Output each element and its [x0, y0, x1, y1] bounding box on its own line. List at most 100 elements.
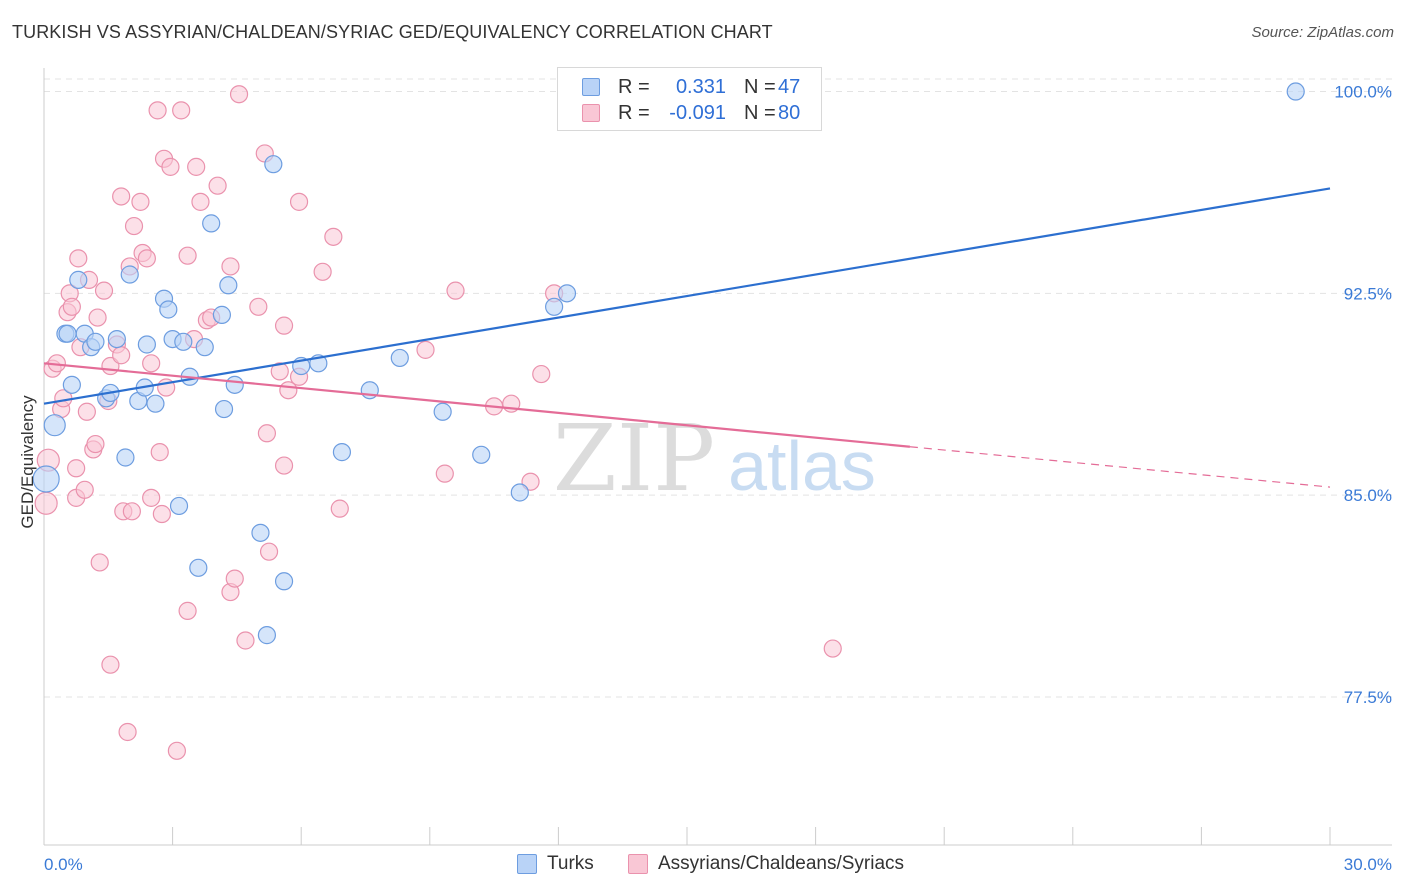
assyrian-point — [330, 499, 349, 518]
legend-r-label: R = — [618, 101, 650, 124]
assyrian-point — [289, 192, 309, 211]
assyrian-point — [313, 262, 332, 281]
assyrian-point — [124, 216, 144, 236]
turks-point — [1286, 82, 1305, 101]
source-label: Source: ZipAtlas.com — [1251, 24, 1394, 41]
legend-label-assyrians: Assyrians/Chaldeans/Syriacs — [658, 853, 905, 874]
turks-point — [257, 626, 277, 645]
legend-row-assyrians: R = -0.091 N = 80 — [582, 101, 800, 125]
turks-point — [274, 572, 294, 591]
chart-title: TURKISH VS ASSYRIAN/CHALDEAN/SYRIAC GED/… — [12, 22, 773, 42]
assyrian-point — [142, 354, 161, 373]
assyrian-point — [150, 443, 169, 462]
assyrian-point — [88, 308, 107, 327]
turks-point — [545, 297, 564, 316]
assyrian-point — [221, 257, 240, 276]
turks-point — [116, 448, 135, 467]
assyrian-point — [69, 249, 88, 268]
legend-r-label: R = — [618, 75, 650, 98]
assyrian-point — [435, 464, 454, 483]
turks-point — [58, 324, 77, 343]
turks-point — [137, 335, 156, 354]
turks-point — [219, 276, 238, 295]
turks-point — [195, 338, 214, 357]
assyrian-point — [236, 631, 255, 650]
legend-row-turks: R = 0.331 N = 47 — [582, 75, 800, 99]
turks-point — [107, 329, 126, 349]
axis-layer — [43, 68, 1392, 846]
turks-point — [472, 445, 491, 464]
assyrian-point — [122, 502, 141, 521]
turks-point — [251, 523, 270, 542]
assyrian-point — [225, 569, 244, 588]
assyrian-point — [112, 187, 131, 206]
legend-label-turks: Turks — [547, 853, 594, 874]
turks-point — [32, 465, 60, 493]
assyrian-point — [532, 364, 551, 384]
assyrian-point — [249, 297, 268, 316]
legend-swatch-assyrians — [582, 104, 600, 122]
grid-layer — [44, 78, 1392, 698]
y-tick-label: 85.0% — [1344, 486, 1392, 505]
watermark: ZIP atlas — [553, 405, 876, 512]
tick-labels: 77.5% 85.0% 92.5% 100.0% 0.0% 30.0% — [44, 83, 1392, 874]
assyrian-point — [324, 227, 343, 246]
y-axis-label: GED/Equivalency — [18, 395, 37, 529]
assyrian-point — [521, 472, 540, 491]
legend-r-value: -0.091 — [669, 101, 726, 124]
turks-point — [264, 155, 283, 174]
turks-point — [189, 558, 208, 577]
turks-point — [332, 443, 352, 462]
assyrian-points — [34, 85, 842, 760]
y-tick-label: 77.5% — [1344, 688, 1392, 707]
assyrian-point — [257, 424, 277, 443]
watermark-atlas: atlas — [728, 427, 876, 505]
turks-points — [32, 82, 1305, 645]
y-tick-label: 100.0% — [1334, 83, 1392, 102]
y-tick-label: 92.5% — [1344, 284, 1392, 303]
assyrian-point — [112, 346, 131, 365]
stats-legend: R = 0.331 N = 47 R = -0.091 N = 80 — [557, 67, 822, 131]
turks-point — [159, 300, 178, 319]
assyrian-point — [270, 362, 289, 381]
assyrian-point — [187, 157, 206, 176]
assyrian-point — [118, 722, 137, 742]
assyrian-point — [167, 741, 186, 760]
turks-point — [557, 284, 577, 303]
turks-point — [214, 399, 234, 419]
turks-point — [390, 348, 409, 368]
assyrian-point — [142, 488, 161, 507]
assyrian-point — [75, 480, 94, 499]
watermark-zip: ZIP — [553, 405, 715, 512]
assyrian-point — [259, 542, 279, 561]
trend-lines — [43, 187, 1331, 488]
assyrian-point — [137, 249, 156, 268]
assyrian-point — [446, 281, 465, 300]
legend-swatch-turks — [582, 78, 600, 96]
assyrian-point — [148, 101, 167, 120]
turks-point — [169, 496, 189, 516]
series-legend: Turks Assyrians/Chaldeans/Syriacs — [0, 851, 1406, 879]
turks-point — [174, 332, 193, 351]
turks-point — [202, 214, 221, 233]
assyrian-trend-line — [43, 362, 911, 448]
turks-point — [86, 332, 105, 351]
assyrian-point — [229, 85, 249, 104]
assyrian-point — [86, 434, 105, 454]
legend-n-label: N = — [744, 101, 776, 124]
assyrian-point — [62, 297, 81, 316]
assyrian-point — [178, 601, 197, 620]
legend-item-turks[interactable]: Turks — [517, 853, 594, 875]
turks-point — [62, 375, 81, 394]
assyrian-point — [101, 655, 120, 674]
legend-item-assyrians[interactable]: Assyrians/Chaldeans/Syriacs — [628, 853, 904, 875]
legend-swatch-assyrians — [628, 854, 648, 874]
assyrian-point — [77, 402, 96, 421]
assyrian-point — [274, 316, 294, 335]
turks-point — [433, 402, 452, 421]
assyrian-point — [172, 101, 191, 120]
assyrian-trend-extension — [909, 446, 1331, 488]
turks-point — [225, 375, 244, 394]
assyrian-point — [416, 340, 435, 359]
